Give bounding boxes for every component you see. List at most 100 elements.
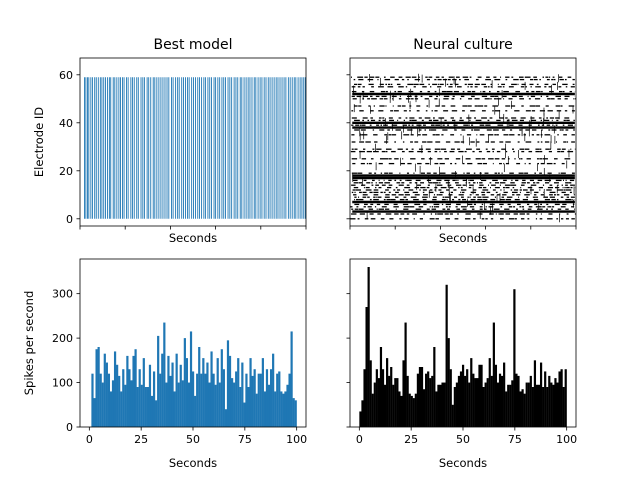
- histogram-bar: [447, 338, 450, 427]
- histogram-bar: [494, 364, 498, 427]
- histogram-bar: [464, 375, 467, 427]
- panel-model-histogram: 0 25 50 75 100 0 100 200 300 Seconds Spikes per …: [22, 258, 307, 470]
- histogram-bar: [431, 375, 434, 427]
- histogram-bar: [148, 364, 152, 427]
- histogram-bar: [212, 373, 215, 427]
- histogram-bar: [466, 369, 469, 427]
- chart-title: Best model: [153, 37, 232, 53]
- histogram-bar: [261, 358, 264, 427]
- x-tick-label: 50: [456, 433, 470, 446]
- histogram-bar: [171, 362, 174, 427]
- x-tick-label: 75: [508, 433, 522, 446]
- histogram-bar: [122, 369, 125, 427]
- histogram-bar: [383, 384, 387, 427]
- x-tick-label: 50: [186, 433, 200, 446]
- plot-area: [346, 73, 577, 230]
- x-tick-label: 75: [238, 433, 252, 446]
- histogram-bar: [230, 378, 234, 427]
- histogram-bar: [267, 384, 271, 427]
- histogram-bar: [371, 393, 374, 427]
- histogram-bar: [204, 373, 207, 427]
- histogram-bar: [490, 375, 493, 427]
- histogram-bar: [278, 371, 281, 427]
- axes-frame: [349, 258, 577, 428]
- histogram-bar: [288, 373, 291, 427]
- histogram-bar: [97, 347, 100, 427]
- histogram-bar: [386, 358, 389, 427]
- histogram-bar: [269, 369, 273, 427]
- histogram-bar: [439, 384, 442, 427]
- histogram-bar: [521, 389, 524, 427]
- histogram-bar: [198, 347, 201, 427]
- histogram-bar: [484, 382, 487, 427]
- histogram-bar: [202, 358, 205, 427]
- histogram-bar: [187, 382, 191, 427]
- histogram-bar: [116, 364, 119, 427]
- histogram-bar: [422, 389, 426, 427]
- histogram-bar: [459, 371, 463, 427]
- histogram-bar: [377, 378, 381, 427]
- histogram-bar: [286, 384, 289, 427]
- histogram-bar: [525, 382, 528, 427]
- histogram-bar: [185, 358, 189, 427]
- histogram-bar: [245, 373, 248, 427]
- histogram-bar: [443, 382, 446, 427]
- histogram-bar: [381, 369, 385, 427]
- histogram-bar: [406, 375, 409, 427]
- panel-culture-raster: Neural culture Seconds: [346, 37, 577, 245]
- histogram-bar: [294, 400, 297, 427]
- histogram-bar: [150, 395, 154, 427]
- y-tick-label: 60: [59, 69, 73, 82]
- histogram-bar: [274, 391, 277, 427]
- histogram-bar: [408, 393, 411, 427]
- histogram-bar: [527, 382, 530, 427]
- histogram-bar: [235, 371, 238, 427]
- histogram-bar: [435, 391, 438, 427]
- histogram-bar: [441, 382, 444, 427]
- axes-frame: [79, 258, 307, 428]
- histogram-bar: [144, 387, 147, 427]
- histogram-bar: [159, 373, 162, 427]
- histogram-bar: [394, 378, 397, 427]
- histogram-bar: [552, 384, 555, 427]
- histogram-bar: [183, 338, 186, 427]
- histogram-bar: [515, 373, 518, 427]
- histogram-bar: [453, 387, 456, 427]
- histogram-bar: [253, 369, 256, 427]
- histogram-bar: [556, 382, 559, 427]
- histogram-bar: [99, 373, 102, 427]
- histogram-bar: [200, 373, 203, 427]
- histogram-bar: [451, 404, 454, 427]
- histogram-bar: [367, 267, 370, 427]
- x-tick-label: 25: [404, 433, 418, 446]
- histogram-bar: [410, 395, 413, 427]
- histogram-bar: [249, 358, 252, 427]
- y-tick-label: 300: [52, 288, 73, 301]
- histogram-bar: [140, 384, 143, 427]
- histogram-bar: [427, 371, 430, 427]
- axes-frame: [79, 57, 307, 227]
- histogram-bar: [513, 289, 516, 427]
- histogram-bar: [181, 380, 184, 427]
- histogram-bar: [550, 382, 553, 427]
- histogram-bar: [124, 384, 127, 427]
- histogram-bar: [400, 395, 403, 427]
- histogram-bar: [414, 393, 417, 427]
- panel-culture-histogram: 0 25 50 75 100 Seconds: [346, 258, 577, 470]
- histogram-bar: [535, 384, 539, 427]
- histogram-bar: [146, 387, 150, 427]
- histogram-bar: [375, 369, 378, 427]
- histogram-bar: [359, 411, 362, 427]
- histogram-bar: [519, 391, 522, 427]
- y-tick-label: 0: [66, 213, 73, 226]
- histogram-bar: [167, 355, 170, 427]
- histogram-bar: [478, 364, 481, 427]
- histogram-bar: [488, 358, 491, 427]
- histogram-bar: [282, 393, 285, 427]
- histogram-bar: [476, 378, 479, 427]
- x-tick-label: 100: [286, 433, 307, 446]
- histogram-bar: [255, 393, 258, 427]
- histogram-bar: [130, 380, 133, 427]
- axes-frame: [349, 57, 577, 227]
- histogram-bar: [468, 382, 471, 427]
